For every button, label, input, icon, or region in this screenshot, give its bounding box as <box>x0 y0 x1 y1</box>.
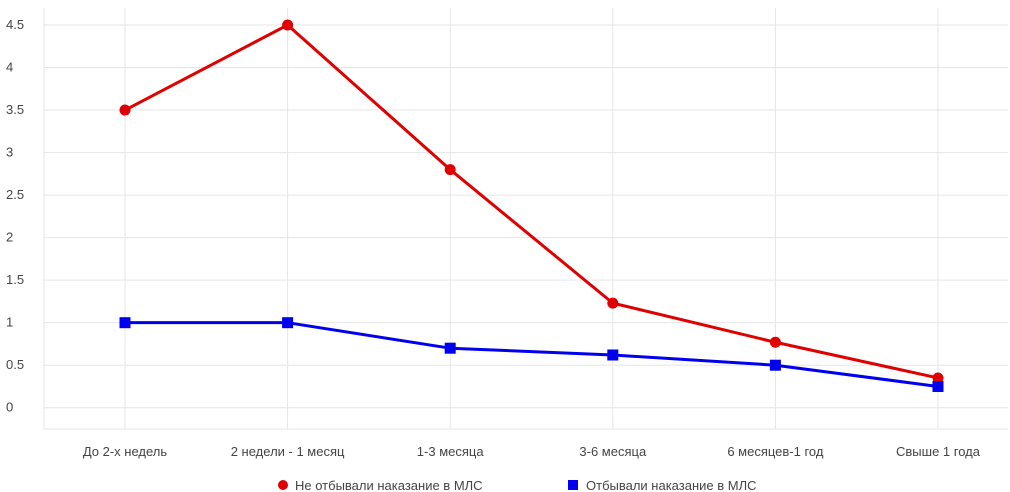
data-point[interactable] <box>607 297 619 309</box>
y-tick-label: 3.5 <box>6 102 24 117</box>
y-tick-label: 2 <box>6 230 13 245</box>
legend-marker-square <box>568 480 578 490</box>
series-line-1 <box>125 321 939 388</box>
x-tick-label: 3-6 месяца <box>579 444 647 459</box>
legend-item-0[interactable]: Не отбывали наказание в МЛС <box>278 478 483 492</box>
y-tick-label: 4 <box>6 60 13 75</box>
y-tick-label: 1.5 <box>6 272 24 287</box>
series-line-0 <box>124 23 939 380</box>
data-point[interactable] <box>444 164 456 176</box>
grid <box>43 8 1008 430</box>
y-tick-label: 3 <box>6 145 13 160</box>
data-point[interactable] <box>119 317 131 329</box>
y-tick-label: 4.5 <box>6 17 24 32</box>
x-tick-label: До 2-х недель <box>83 444 168 459</box>
series-layer <box>119 19 944 392</box>
y-tick-label: 0 <box>6 400 13 415</box>
x-tick-label: Свыше 1 года <box>896 444 981 459</box>
data-point[interactable] <box>282 19 294 31</box>
data-point[interactable] <box>607 349 619 361</box>
legend-label: Не отбывали наказание в МЛС <box>295 478 483 492</box>
y-axis-ticks: 0 0.5 1 1.5 2 2.5 3 3.5 4 4.5 <box>6 17 24 415</box>
legend: Не отбывали наказание в МЛС Отбывали нак… <box>278 478 757 492</box>
legend-marker-circle <box>278 480 288 490</box>
data-point[interactable] <box>119 104 131 116</box>
x-axis-ticks: До 2-х недель 2 недели - 1 месяц 1-3 месяц… <box>83 444 981 459</box>
legend-item-1[interactable]: Отбывали наказание в МЛС <box>568 478 757 492</box>
data-point[interactable] <box>769 336 781 348</box>
x-tick-label: 6 месяцев-1 год <box>727 444 824 459</box>
data-point[interactable] <box>444 342 456 354</box>
data-point[interactable] <box>769 359 781 371</box>
y-tick-label: 1 <box>6 315 13 330</box>
legend-label: Отбывали наказание в МЛС <box>586 478 757 492</box>
data-point[interactable] <box>932 380 944 392</box>
data-point[interactable] <box>282 317 294 329</box>
data-point[interactable] <box>932 372 944 384</box>
x-tick-label: 2 недели - 1 месяц <box>231 444 345 459</box>
x-tick-label: 1-3 месяца <box>417 444 485 459</box>
y-tick-label: 2.5 <box>6 187 24 202</box>
y-tick-label: 0.5 <box>6 357 24 372</box>
